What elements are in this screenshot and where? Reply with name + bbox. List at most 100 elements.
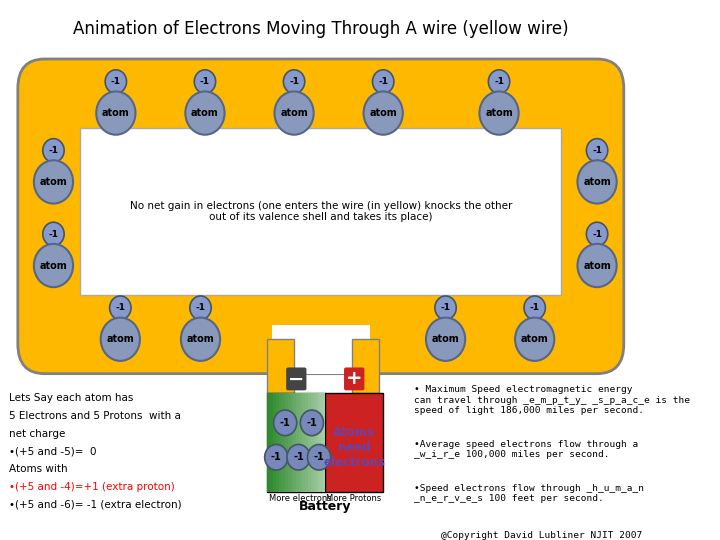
Text: atom: atom	[521, 334, 549, 345]
Text: atom: atom	[485, 108, 513, 118]
Text: atom: atom	[40, 260, 68, 271]
Text: Animation of Electrons Moving Through A wire (yellow wire): Animation of Electrons Moving Through A …	[73, 19, 569, 38]
Bar	[294, 393, 297, 491]
Text: Atoms with: Atoms with	[9, 464, 68, 474]
Text: • Maximum Speed electromagnetic energy
can travel through ̲e̲m̲p̲t̲y̲ ̲s̲p̲a̲c̲e: • Maximum Speed electromagnetic energy c…	[415, 386, 690, 415]
Text: •Speed electrons flow through ̲h̲u̲m̲a̲n
̲n̲e̲r̲v̲e̲s 100 feet per second.: •Speed electrons flow through ̲h̲u̲m̲a̲n…	[415, 484, 644, 503]
Bar	[317, 393, 320, 491]
Circle shape	[586, 222, 608, 246]
Bar	[323, 393, 325, 491]
Text: atom: atom	[432, 334, 459, 345]
Text: -1: -1	[196, 303, 205, 312]
Text: -1: -1	[48, 146, 58, 155]
Circle shape	[105, 70, 127, 93]
Circle shape	[364, 91, 402, 134]
Bar	[287, 393, 290, 491]
Text: -1: -1	[592, 230, 602, 239]
Text: -1: -1	[48, 230, 58, 239]
Text: -1: -1	[494, 77, 504, 86]
Text: +: +	[346, 369, 362, 388]
Circle shape	[194, 70, 216, 93]
Circle shape	[426, 318, 465, 361]
Circle shape	[190, 296, 211, 320]
Text: More Protons: More Protons	[326, 494, 382, 503]
Text: atom: atom	[102, 108, 130, 118]
Bar	[282, 393, 284, 491]
Circle shape	[307, 444, 330, 470]
Circle shape	[101, 318, 140, 361]
Bar	[352, 339, 379, 393]
Circle shape	[524, 296, 545, 320]
Text: •(+5 and -4)=+1 (extra proton): •(+5 and -4)=+1 (extra proton)	[9, 482, 175, 492]
Bar	[325, 393, 383, 491]
Bar	[273, 393, 276, 491]
Text: net charge: net charge	[9, 429, 66, 438]
Text: Atoms
need
electrons: Atoms need electrons	[323, 426, 385, 469]
Bar	[267, 393, 325, 491]
Text: Battery: Battery	[299, 500, 351, 512]
Text: -1: -1	[441, 303, 451, 312]
Text: -1: -1	[530, 303, 540, 312]
Text: •Average speed electrons flow through a
̲w̲i̲r̲e 100,000 miles per second.: •Average speed electrons flow through a …	[415, 440, 639, 459]
FancyBboxPatch shape	[18, 59, 624, 374]
Bar	[270, 393, 273, 491]
Circle shape	[284, 70, 305, 93]
Circle shape	[34, 244, 73, 287]
Text: atom: atom	[107, 334, 134, 345]
Text: -1: -1	[115, 303, 125, 312]
Bar	[302, 393, 305, 491]
Text: atom: atom	[583, 260, 611, 271]
Text: -1: -1	[200, 77, 210, 86]
Bar	[271, 325, 370, 374]
Circle shape	[274, 91, 314, 134]
Text: atom: atom	[40, 177, 68, 187]
Text: atom: atom	[280, 108, 308, 118]
Circle shape	[372, 70, 394, 93]
Bar	[314, 393, 317, 491]
Bar	[297, 393, 300, 491]
Text: -1: -1	[293, 453, 304, 462]
Bar	[267, 339, 294, 393]
Circle shape	[185, 91, 225, 134]
Text: -1: -1	[592, 146, 602, 155]
Circle shape	[515, 318, 554, 361]
Circle shape	[577, 244, 616, 287]
Circle shape	[181, 318, 220, 361]
Circle shape	[265, 444, 288, 470]
Text: atom: atom	[191, 108, 219, 118]
Bar	[305, 393, 308, 491]
Bar	[311, 393, 314, 491]
Text: −: −	[288, 369, 305, 388]
Text: atom: atom	[369, 108, 397, 118]
Circle shape	[274, 410, 297, 436]
Text: •(+5 and -6)= -1 (extra electron): •(+5 and -6)= -1 (extra electron)	[9, 500, 181, 510]
Bar	[290, 393, 294, 491]
Text: •(+5 and -5)=  0: •(+5 and -5)= 0	[9, 447, 96, 456]
Circle shape	[42, 139, 64, 162]
Bar	[279, 393, 282, 491]
Text: -1: -1	[314, 453, 325, 462]
Circle shape	[586, 139, 608, 162]
Bar	[267, 393, 270, 491]
Circle shape	[435, 296, 456, 320]
Bar	[308, 393, 311, 491]
Text: -1: -1	[271, 453, 282, 462]
Text: No net gain in electrons (one enters the wire (in yellow) knocks the other
out o: No net gain in electrons (one enters the…	[130, 201, 512, 222]
Circle shape	[300, 410, 323, 436]
Bar	[80, 128, 562, 295]
Text: -1: -1	[280, 418, 291, 428]
Bar	[284, 393, 287, 491]
Circle shape	[480, 91, 518, 134]
Text: atom: atom	[583, 177, 611, 187]
Bar	[300, 393, 302, 491]
Text: More electrons: More electrons	[269, 494, 332, 503]
Text: -1: -1	[378, 77, 388, 86]
Text: @Copyright David Lubliner NJIT 2007: @Copyright David Lubliner NJIT 2007	[441, 531, 642, 540]
Circle shape	[488, 70, 510, 93]
Text: atom: atom	[186, 334, 215, 345]
Circle shape	[42, 222, 64, 246]
Text: 5 Electrons and 5 Protons  with a: 5 Electrons and 5 Protons with a	[9, 411, 181, 421]
Circle shape	[34, 160, 73, 204]
Circle shape	[577, 160, 616, 204]
Circle shape	[109, 296, 131, 320]
